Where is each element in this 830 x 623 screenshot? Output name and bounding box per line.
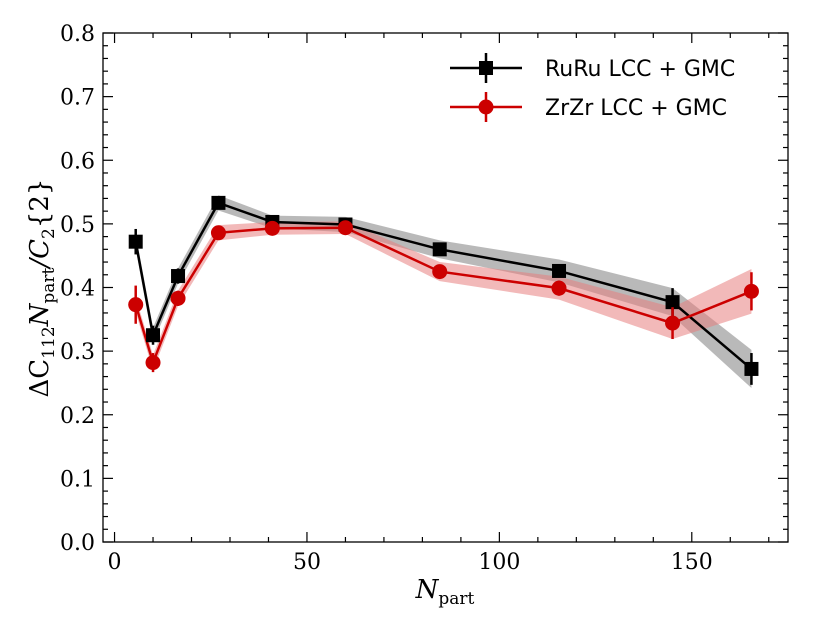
x-tick-label: 0 [108, 550, 122, 575]
y-tick-label: 0.5 [60, 213, 95, 238]
y-tick-label: 0.1 [60, 467, 95, 492]
point-zrzr [128, 297, 144, 313]
legend-item-zrzr: ZrZr LCC + GMC [450, 92, 727, 122]
tick-labels: 0 50 100 150 0.0 0.1 0.2 0.3 0.4 0.5 0.6 0.7 0.8 [60, 22, 713, 575]
point-zrzr [743, 283, 759, 299]
point-ruru [432, 242, 447, 257]
x-tick-label: 50 [293, 550, 321, 575]
legend-marker-ruru [479, 61, 493, 75]
y-tick-label: 0.3 [60, 340, 95, 365]
y-tick-label: 0.6 [60, 149, 95, 174]
point-ruru [552, 263, 567, 278]
confidence-bands [135, 195, 752, 389]
point-ruru [171, 269, 186, 284]
x-tick-label: 150 [671, 550, 713, 575]
line-zrzr [134, 226, 752, 367]
point-zrzr [337, 220, 353, 236]
legend-label-zrzr: ZrZr LCC + GMC [545, 96, 727, 121]
legend-item-ruru: RuRu LCC + GMC [450, 53, 735, 83]
series-lines [134, 201, 753, 370]
data-markers [128, 195, 759, 385]
band-zrzr [135, 221, 752, 371]
y-tick-label: 0.8 [60, 22, 95, 47]
point-zrzr [432, 264, 448, 280]
point-ruru [665, 295, 680, 310]
y-tick-label: 0.2 [60, 404, 95, 429]
y-tick-label: 0.0 [60, 531, 95, 556]
point-ruru [128, 234, 143, 249]
point-ruru [211, 195, 226, 210]
point-zrzr [210, 225, 226, 241]
point-ruru [744, 361, 759, 376]
point-zrzr [264, 220, 280, 236]
point-zrzr [665, 315, 681, 331]
legend-label-ruru: RuRu LCC + GMC [545, 57, 735, 82]
y-tick-label: 0.7 [60, 86, 95, 111]
y-axis-label: ΔC112Npart/C2{2} [25, 179, 59, 398]
point-ruru [146, 328, 161, 343]
point-zrzr [145, 355, 161, 371]
point-zrzr [170, 290, 186, 306]
legend-marker-zrzr [478, 99, 494, 115]
point-zrzr [551, 280, 567, 296]
line-ruru [134, 201, 753, 370]
x-axis-label: Npart [415, 575, 475, 609]
x-tick-label: 100 [478, 550, 520, 575]
band-ruru [135, 195, 752, 389]
legend: RuRu LCC + GMC ZrZr LCC + GMC [450, 53, 735, 122]
y-tick-label: 0.4 [60, 277, 95, 302]
axis-ticks [103, 32, 788, 543]
